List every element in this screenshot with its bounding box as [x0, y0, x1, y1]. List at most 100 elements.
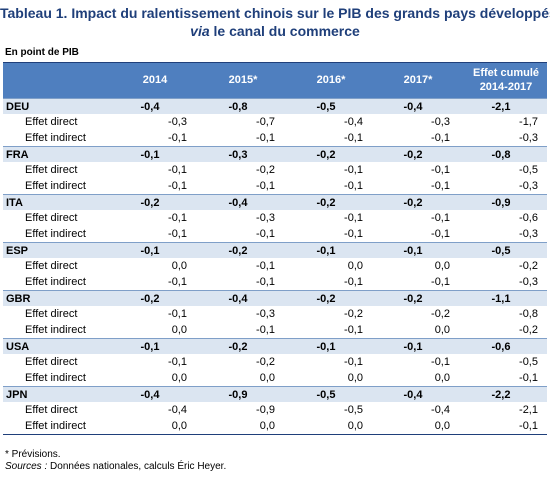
country-label: GBR: [6, 293, 31, 305]
title: Tableau 1. Impact du ralentissement chin…: [0, 4, 550, 40]
sub-row: Effet indirect 0,0 -0,1 -0,1 0,0 -0,2: [3, 322, 547, 338]
cell-value: -0,1: [168, 308, 187, 320]
column-header: 2016*: [316, 74, 346, 86]
cell-value: -0,1: [316, 341, 336, 353]
cell-value: -0,2: [140, 197, 160, 209]
cell-value: -0,2: [316, 149, 336, 161]
cell-value: 0,0: [347, 420, 363, 432]
cell-value: -2,1: [519, 404, 538, 416]
cell-value: -0,8: [228, 101, 248, 113]
cell-value: -0,2: [256, 164, 275, 176]
footnotes: * Prévisions. Sources : Données national…: [5, 449, 226, 473]
cell-value: -0,4: [228, 197, 248, 209]
sources-text: Données nationales, calculs Éric Heyer.: [50, 461, 227, 472]
cell-value: -0,1: [344, 228, 363, 240]
cell-value: -0,4: [168, 404, 187, 416]
cell-value: -0,1: [431, 180, 450, 192]
cell-value: -0,1: [344, 356, 363, 368]
sub-row: Effet indirect 0,0 0,0 0,0 0,0 -0,1: [3, 418, 547, 434]
cell-value: -0,1: [140, 341, 160, 353]
cell-value: -0,2: [403, 149, 423, 161]
sub-row: Effet indirect -0,1 -0,1 -0,1 -0,1 -0,3: [3, 274, 547, 290]
cell-value: -0,4: [140, 389, 160, 401]
country-row: ITA -0,2 -0,4 -0,2 -0,2 -0,9: [3, 194, 547, 210]
cell-value: -0,9: [491, 197, 511, 209]
cell-value: -0,1: [519, 420, 538, 432]
cell-value: -0,5: [344, 404, 363, 416]
cell-value: -0,3: [519, 180, 538, 192]
country-label: USA: [6, 341, 30, 353]
column-header: 2015*: [228, 74, 258, 86]
row-label: Effet direct: [25, 260, 78, 272]
cell-value: -0,1: [168, 212, 187, 224]
cell-value: 0,0: [171, 372, 187, 384]
cell-value: -0,1: [403, 245, 423, 257]
cell-value: -0,1: [256, 132, 275, 144]
country-row: USA -0,1 -0,2 -0,1 -0,1 -0,6: [3, 338, 547, 354]
cell-value: -0,5: [491, 245, 511, 257]
title-rest: le canal du commerce: [213, 23, 360, 39]
cell-value: -0,1: [344, 212, 363, 224]
cell-value: -0,1: [344, 324, 363, 336]
cell-value: -0,1: [519, 372, 538, 384]
cell-value: -0,3: [228, 149, 248, 161]
cell-value: -0,2: [316, 293, 336, 305]
sub-row: Effet direct -0,1 -0,3 -0,1 -0,1 -0,6: [3, 210, 547, 226]
cell-value: 0,0: [434, 260, 450, 272]
row-label: Effet indirect: [25, 372, 86, 384]
cell-value: -0,1: [403, 341, 423, 353]
cell-value: -0,1: [431, 228, 450, 240]
sub-row: Effet direct -0,1 -0,3 -0,2 -0,2 -0,8: [3, 306, 547, 322]
country-row: JPN -0,4 -0,9 -0,5 -0,4 -2,2: [3, 386, 547, 402]
cell-value: -0,4: [344, 116, 363, 128]
table-bottom-rule: [3, 434, 547, 435]
cell-value: -0,1: [256, 324, 275, 336]
cell-value: -0,2: [344, 308, 363, 320]
row-label: Effet indirect: [25, 180, 86, 192]
cell-value: -0,2: [256, 356, 275, 368]
cell-value: -0,3: [431, 116, 450, 128]
cell-value: -0,5: [316, 101, 336, 113]
country-row: FRA -0,1 -0,3 -0,2 -0,2 -0,8: [3, 146, 547, 162]
sources: Sources : Données nationales, calculs Ér…: [5, 461, 226, 473]
column-header: 2017*: [403, 74, 433, 86]
row-label: Effet direct: [25, 212, 78, 224]
cell-value: -0,5: [316, 389, 336, 401]
sub-row: Effet direct -0,1 -0,2 -0,1 -0,1 -0,5: [3, 162, 547, 178]
cell-value: -0,2: [519, 260, 538, 272]
row-label: Effet direct: [25, 164, 78, 176]
cell-value: -0,4: [403, 389, 423, 401]
cell-value: -0,3: [256, 308, 275, 320]
title-italic: via: [190, 23, 210, 39]
sub-row: Effet direct 0,0 -0,1 0,0 0,0 -0,2: [3, 258, 547, 274]
cell-value: 0,0: [171, 260, 187, 272]
cell-value: -0,4: [140, 101, 160, 113]
cell-value: -0,1: [168, 276, 187, 288]
country-label: DEU: [6, 101, 30, 113]
cell-value: -2,2: [491, 389, 511, 401]
cell-value: 0,0: [434, 372, 450, 384]
cell-value: -0,8: [491, 149, 511, 161]
row-label: Effet direct: [25, 116, 78, 128]
cell-value: 0,0: [347, 372, 363, 384]
row-label: Effet indirect: [25, 276, 86, 288]
cell-value: -0,1: [168, 180, 187, 192]
cell-value: -0,1: [168, 356, 187, 368]
cell-value: -0,1: [168, 164, 187, 176]
cell-value: -0,1: [316, 245, 336, 257]
cell-value: -0,8: [519, 308, 538, 320]
row-label: Effet direct: [25, 356, 78, 368]
cell-value: 0,0: [434, 420, 450, 432]
row-label: Effet indirect: [25, 132, 86, 144]
cell-value: -0,1: [344, 180, 363, 192]
country-label: JPN: [6, 389, 28, 401]
cell-value: -0,6: [491, 341, 511, 353]
country-label: ESP: [6, 245, 29, 257]
cell-value: -0,2: [228, 245, 248, 257]
cell-value: -0,1: [344, 132, 363, 144]
cell-value: -0,2: [228, 341, 248, 353]
cell-value: -1,7: [519, 116, 538, 128]
cell-value: 0,0: [171, 420, 187, 432]
cell-value: -0,1: [140, 245, 160, 257]
country-row: GBR -0,2 -0,4 -0,2 -0,2 -1,1: [3, 290, 547, 306]
